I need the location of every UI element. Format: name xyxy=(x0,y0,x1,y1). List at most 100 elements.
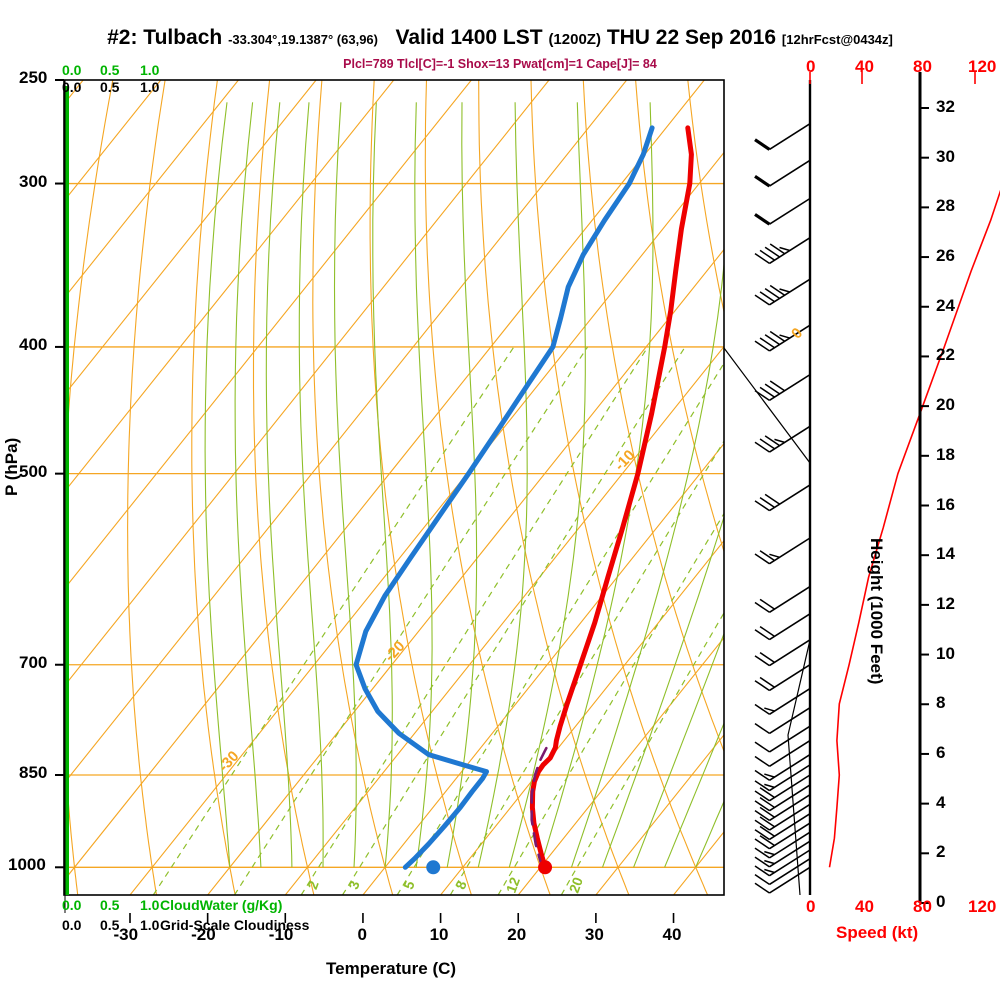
wind-barb xyxy=(754,794,811,822)
speed-tick-label-bottom: 80 xyxy=(913,897,932,916)
speed-tick-label-top: 120 xyxy=(968,57,997,76)
cloudiness-tick-bottom: 0.0 xyxy=(62,917,82,933)
speed-panel xyxy=(809,72,1000,904)
sounding-traces xyxy=(353,125,694,875)
wind-barb xyxy=(754,784,811,812)
wind-barb xyxy=(754,849,811,877)
wind-barb-panel xyxy=(723,80,812,896)
figure-title: #2: Tulbach -33.304°,19.1387° (63,96) Va… xyxy=(0,26,1000,50)
pressure-tick-label: 1000 xyxy=(8,855,46,875)
wind-barb xyxy=(754,123,811,151)
cloudwater-tick-top: 1.0 xyxy=(140,62,160,78)
height-tick-label: 28 xyxy=(936,196,955,216)
wind-barb xyxy=(754,739,811,767)
speed-tick-label-bottom: 120 xyxy=(968,897,997,916)
speed-axis-label: Speed (kt) xyxy=(836,923,919,942)
trace-dewpoint xyxy=(353,125,655,870)
wind-barb xyxy=(754,585,811,613)
cloudwater-axis-label: CloudWater (g/Kg) xyxy=(160,897,283,913)
cloudiness-tick-top: 1.0 xyxy=(140,79,160,95)
wind-barb xyxy=(754,664,811,692)
wind-barb xyxy=(754,484,811,512)
height-tick-label: 8 xyxy=(936,693,946,713)
wind-barb xyxy=(754,324,811,352)
cloudiness-tick-bottom: 0.5 xyxy=(100,917,120,933)
height-tick-label: 12 xyxy=(936,593,955,613)
wind-barb xyxy=(754,803,811,831)
title-date: THU 22 Sep 2016 xyxy=(606,26,777,49)
wind-barb xyxy=(754,774,811,802)
pressure-tick-label: 500 xyxy=(19,461,48,481)
trace-parcel xyxy=(530,739,552,869)
wind-barb xyxy=(754,197,811,226)
surface-temperature-dot xyxy=(538,860,553,875)
height-tick-label: 10 xyxy=(936,643,955,663)
wind-barb xyxy=(754,753,811,781)
plot-frame xyxy=(63,79,725,913)
wind-barb xyxy=(754,840,811,868)
cloudwater-tick-bottom: 0.5 xyxy=(100,897,120,913)
temperature-tick-label: 10 xyxy=(429,925,449,944)
wind-barb xyxy=(754,537,811,565)
temperature-tick-label: -10 xyxy=(268,925,294,944)
wind-barb xyxy=(754,822,811,850)
wind-barb xyxy=(754,813,811,841)
wind-barb xyxy=(754,866,811,894)
height-tick-label: 32 xyxy=(936,97,955,116)
wind-barb xyxy=(754,236,811,265)
wind-barb xyxy=(754,707,811,735)
cloudwater-tick-top: 0.0 xyxy=(62,62,82,78)
wind-barb xyxy=(754,159,811,188)
pressure-tick-label: 250 xyxy=(19,68,48,87)
wind-barb xyxy=(754,831,811,859)
temperature-tick-label: -20 xyxy=(191,925,216,944)
height-tick-label: 30 xyxy=(936,146,955,166)
pressure-tick-label: 300 xyxy=(19,171,48,191)
trace-temperature xyxy=(529,125,694,870)
temperature-tick-label: -30 xyxy=(113,925,139,944)
axis-ticks xyxy=(55,79,675,923)
pressure-tick-label: 400 xyxy=(19,334,48,354)
wind-barb xyxy=(754,858,811,886)
cloudiness-axis-label: Grid-Scale Cloudiness xyxy=(160,917,310,933)
height-tick-label: 2 xyxy=(936,842,946,862)
cloudiness-tick-top: 0.0 xyxy=(62,79,82,95)
speed-tick-label-bottom: 40 xyxy=(855,897,874,916)
pressure-tick-label: 850 xyxy=(19,762,48,782)
height-axis-label: Height (1000 Feet) xyxy=(867,538,886,685)
cloudiness-tick-bottom: 1.0 xyxy=(140,917,160,933)
speed-tick-label-top: 0 xyxy=(806,57,816,76)
speed-tick-label-top: 40 xyxy=(855,57,874,76)
wind-barb xyxy=(754,278,811,306)
height-tick-label: 18 xyxy=(936,444,955,464)
cloudwater-tick-bottom: 0.0 xyxy=(62,897,82,913)
cloudiness-tick-top: 0.5 xyxy=(100,79,120,95)
title-station: #2: Tulbach xyxy=(107,26,223,49)
height-tick-label: 22 xyxy=(936,345,955,365)
height-tick-label: 6 xyxy=(936,742,946,762)
temperature-axis-label: Temperature (C) xyxy=(326,959,457,978)
temperature-tick-label: 0 xyxy=(357,925,367,944)
height-tick-label: 16 xyxy=(936,494,955,514)
pressure-tick-label: 700 xyxy=(19,652,48,672)
temperature-tick-label: 40 xyxy=(662,925,682,944)
title-coords: -33.304°,19.1387° (63,96) xyxy=(228,32,378,47)
wind-barb xyxy=(754,639,811,667)
stability-stats-line: Plcl=789 Tlcl[C]=-1 Shox=13 Pwat[cm]=1 C… xyxy=(343,57,657,71)
title-valid-z: (1200Z) xyxy=(548,31,601,48)
speed-tick-label-top: 80 xyxy=(913,57,932,76)
height-tick-label: 4 xyxy=(936,792,946,812)
wind-barb xyxy=(754,613,811,641)
skewt-gridlines xyxy=(64,80,724,895)
cloudwater-tick-top: 0.5 xyxy=(100,62,120,78)
title-valid: Valid 1400 LST xyxy=(395,26,543,49)
title-forecast: [12hrFcst@0434z] xyxy=(781,32,893,47)
wind-barb xyxy=(754,687,811,715)
height-tick-label: 14 xyxy=(936,544,955,564)
cloudwater-tick-bottom: 1.0 xyxy=(140,897,160,913)
pressure-axis-label: P (hPa) xyxy=(2,437,21,496)
surface-dewpoint-dot xyxy=(426,860,441,875)
wind-barb xyxy=(754,725,811,753)
